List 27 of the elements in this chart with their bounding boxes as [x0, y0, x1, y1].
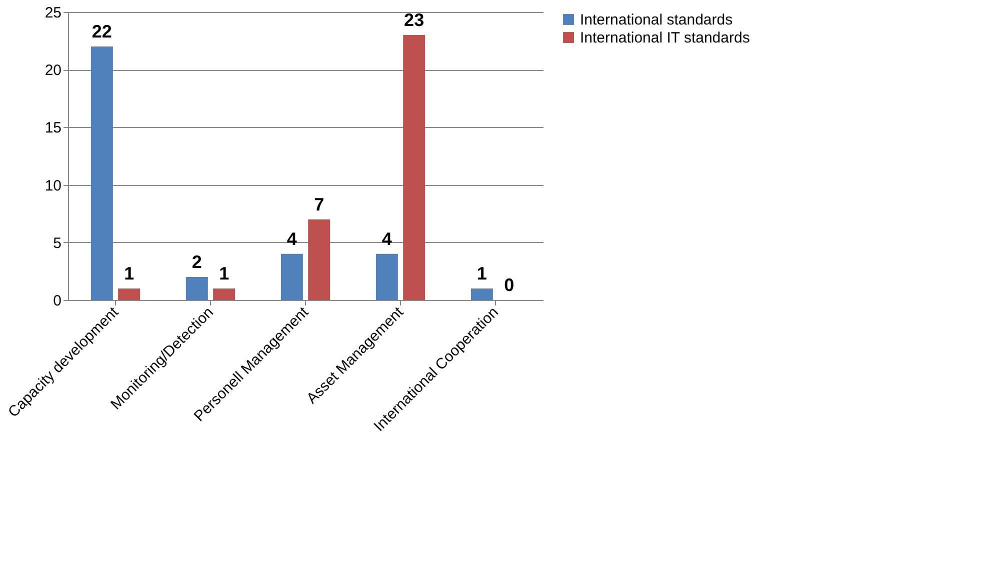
bar: [186, 276, 208, 300]
y-tick-label: 25: [44, 4, 62, 22]
y-tick-label: 0: [53, 292, 62, 310]
data-label: 23: [404, 10, 424, 30]
y-tick-label: 20: [44, 62, 62, 80]
data-label: 0: [504, 275, 514, 295]
data-label: 22: [92, 22, 112, 42]
y-tick-label: 10: [44, 177, 62, 194]
data-label: 1: [476, 263, 487, 284]
bar: [280, 254, 303, 300]
data-label: 2: [192, 252, 202, 272]
bar: [90, 46, 113, 300]
bar: [308, 219, 330, 300]
data-label: 4: [286, 228, 297, 249]
legend-label: International standards: [580, 12, 733, 28]
data-label: 4: [382, 228, 392, 249]
data-label: 1: [124, 263, 134, 284]
data-label: 7: [314, 194, 324, 214]
bar: [118, 288, 140, 300]
bar: [376, 254, 398, 300]
bar: [470, 288, 493, 300]
y-tick-label: 15: [44, 120, 62, 137]
bar: [213, 288, 236, 300]
data-label: 1: [219, 263, 230, 284]
legend-label: International IT standards: [580, 30, 750, 46]
y-tick-label: 5: [53, 234, 62, 252]
bar: [403, 35, 426, 300]
